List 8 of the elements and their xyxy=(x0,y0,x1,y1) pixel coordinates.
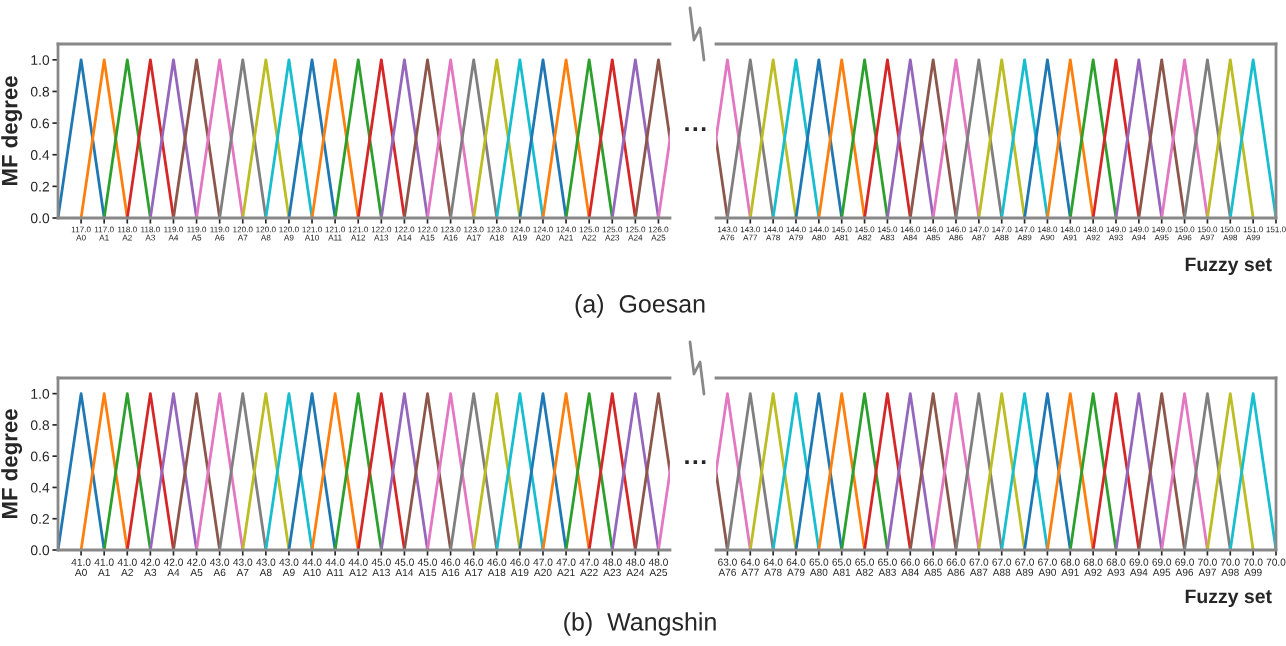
x-axis-title: Fuzzy set xyxy=(1185,589,1272,608)
y-axis-title: MF degree xyxy=(1,409,23,519)
text: (b) Wangshin xyxy=(564,612,716,636)
text: ··· xyxy=(685,127,706,131)
x-axis-title: Fuzzy set xyxy=(1185,257,1272,276)
y-axis-title: MF degree xyxy=(1,76,23,186)
text: ··· xyxy=(685,460,706,464)
text: (a) Goesan xyxy=(575,294,705,318)
